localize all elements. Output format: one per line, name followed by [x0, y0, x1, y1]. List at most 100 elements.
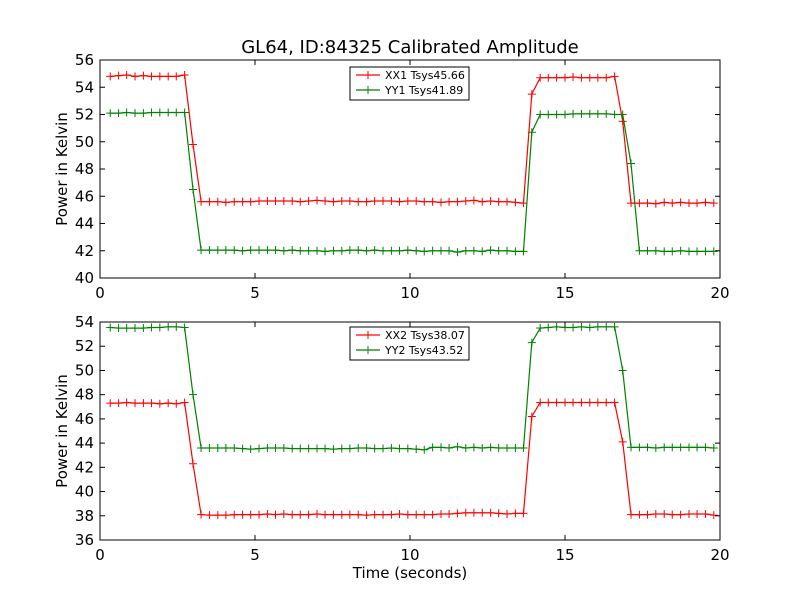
data-point	[544, 323, 553, 332]
data-point	[569, 73, 578, 82]
data-point	[172, 399, 181, 408]
data-point	[610, 110, 619, 119]
y-tick-label: 44	[75, 215, 94, 233]
data-point	[635, 199, 644, 208]
subplot-1: 0 5 10 15 20 40 42 44 46 48 50 52 54 56 Power in Kelvi…	[53, 51, 730, 302]
data-point	[469, 508, 478, 517]
data-point	[263, 509, 272, 518]
data-point	[362, 246, 371, 255]
data-point	[593, 109, 602, 118]
data-point	[602, 109, 611, 118]
data-point	[561, 110, 569, 119]
data-point	[246, 510, 255, 519]
data-point	[131, 324, 140, 333]
data-point	[428, 197, 437, 206]
data-point	[321, 510, 330, 519]
y-axis-label: Power in Kelvin	[53, 374, 71, 488]
data-point	[172, 72, 181, 81]
data-point	[189, 140, 197, 149]
data-point	[503, 197, 512, 206]
data-point	[635, 246, 644, 255]
x-tick-label: 5	[250, 284, 260, 302]
data-point	[147, 108, 156, 117]
data-point	[279, 443, 288, 452]
data-point	[255, 444, 264, 453]
data-point	[131, 399, 140, 408]
legend-label: YY2 Tsys43.52	[384, 344, 463, 357]
legend-marker	[364, 331, 372, 339]
data-point	[221, 246, 230, 255]
data-point	[180, 398, 189, 407]
data-point	[668, 199, 677, 208]
data-point	[139, 324, 148, 333]
data-point	[420, 445, 429, 454]
data-point	[561, 398, 569, 407]
data-point	[660, 443, 669, 452]
y-tick-label: 52	[75, 337, 94, 355]
data-point	[313, 444, 321, 453]
data-point	[511, 198, 520, 207]
data-point	[379, 246, 388, 255]
data-point	[189, 390, 197, 399]
data-point	[221, 198, 230, 207]
data-point	[701, 509, 710, 518]
data-point	[387, 510, 396, 519]
data-point	[503, 246, 512, 255]
data-point	[122, 398, 131, 407]
data-point	[313, 509, 321, 518]
data-point	[527, 90, 536, 99]
data-point	[544, 398, 553, 407]
data-point	[337, 197, 346, 206]
data-point	[511, 509, 520, 518]
legend-label: YY1 Tsys41.89	[384, 84, 463, 97]
data-point	[279, 197, 288, 206]
data-point	[709, 247, 718, 256]
data-point	[122, 108, 131, 117]
legend-marker	[364, 86, 372, 94]
data-point	[304, 510, 313, 519]
data-point	[503, 509, 512, 518]
y-tick-label: 44	[75, 434, 94, 452]
data-point	[189, 459, 197, 468]
data-point	[428, 246, 437, 255]
data-point	[651, 443, 660, 452]
x-tick-label: 10	[400, 284, 419, 302]
data-point	[230, 197, 239, 206]
data-point	[288, 510, 297, 519]
data-point	[602, 322, 611, 331]
data-point	[412, 510, 421, 519]
data-point	[412, 445, 421, 454]
data-point	[197, 246, 206, 255]
data-point	[296, 197, 305, 206]
data-point	[230, 443, 239, 452]
data-point	[527, 412, 536, 421]
data-point	[643, 510, 652, 519]
data-point	[395, 246, 404, 255]
data-point	[651, 509, 660, 518]
data-point	[536, 110, 545, 119]
data-point	[180, 108, 189, 117]
data-point	[478, 247, 487, 256]
y-tick-label: 48	[75, 386, 94, 404]
data-point	[519, 247, 528, 256]
data-point	[114, 324, 123, 333]
data-point	[461, 246, 470, 255]
series-2	[106, 322, 718, 454]
data-point	[585, 398, 594, 407]
data-point	[618, 117, 627, 126]
data-point	[593, 73, 602, 82]
data-point	[213, 443, 222, 452]
data-point	[139, 109, 148, 118]
data-point	[643, 199, 652, 208]
data-point	[494, 197, 503, 206]
data-point	[627, 443, 636, 452]
data-point	[486, 443, 495, 452]
data-point	[602, 73, 611, 82]
data-point	[428, 443, 437, 452]
x-axis-label: Time (seconds)	[352, 564, 468, 582]
data-point	[164, 399, 173, 408]
data-point	[321, 444, 330, 453]
data-point	[651, 199, 660, 208]
data-point	[428, 510, 437, 519]
data-point	[164, 72, 173, 81]
